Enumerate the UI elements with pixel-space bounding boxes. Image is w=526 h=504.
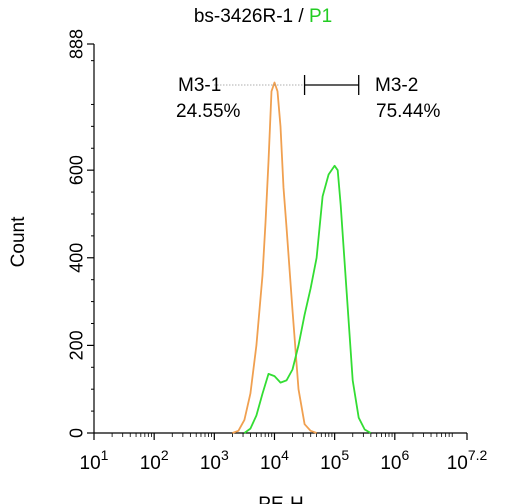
- x-tick-label: 104: [260, 447, 289, 474]
- x-tick-label: 105: [320, 447, 349, 474]
- x-tick-label: 106: [380, 447, 409, 474]
- chart-title: bs-3426R-1 / P1: [0, 6, 526, 28]
- x-tick-label: 102: [140, 447, 169, 474]
- marker-m3-1-percent: 24.55%: [176, 101, 241, 122]
- marker-m3-2-label: M3-2: [375, 75, 418, 96]
- marker-m3-1-label: M3-1: [178, 75, 221, 96]
- x-tick-label: 101: [80, 447, 109, 474]
- gate-markers: M3-1 24.55% M3-2 75.44%: [176, 75, 441, 122]
- axes: 0 200 400 600 888 101 102 103 104 105 106 107.2: [66, 29, 487, 474]
- marker-m3-2-percent: 75.44%: [376, 101, 441, 122]
- histogram-curve-2: [243, 164, 372, 434]
- y-tick-label: 888: [66, 29, 86, 59]
- y-tick-label: 200: [66, 330, 86, 360]
- x-tick-label: 103: [200, 447, 229, 474]
- x-axis-label: PE-H: [258, 494, 303, 504]
- plot-area: [232, 81, 372, 434]
- chart-title-separator: /: [293, 6, 309, 27]
- chart-title-gate: P1: [308, 6, 333, 27]
- y-tick-label: 0: [66, 428, 86, 438]
- y-tick-label: 600: [66, 155, 86, 185]
- y-axis-label: Count: [8, 216, 29, 267]
- histogram-curve-1: [232, 81, 317, 434]
- y-tick-label: 400: [66, 243, 86, 273]
- x-tick-label: 107.2: [447, 447, 488, 474]
- chart-title-sample: bs-3426R-1: [193, 6, 294, 27]
